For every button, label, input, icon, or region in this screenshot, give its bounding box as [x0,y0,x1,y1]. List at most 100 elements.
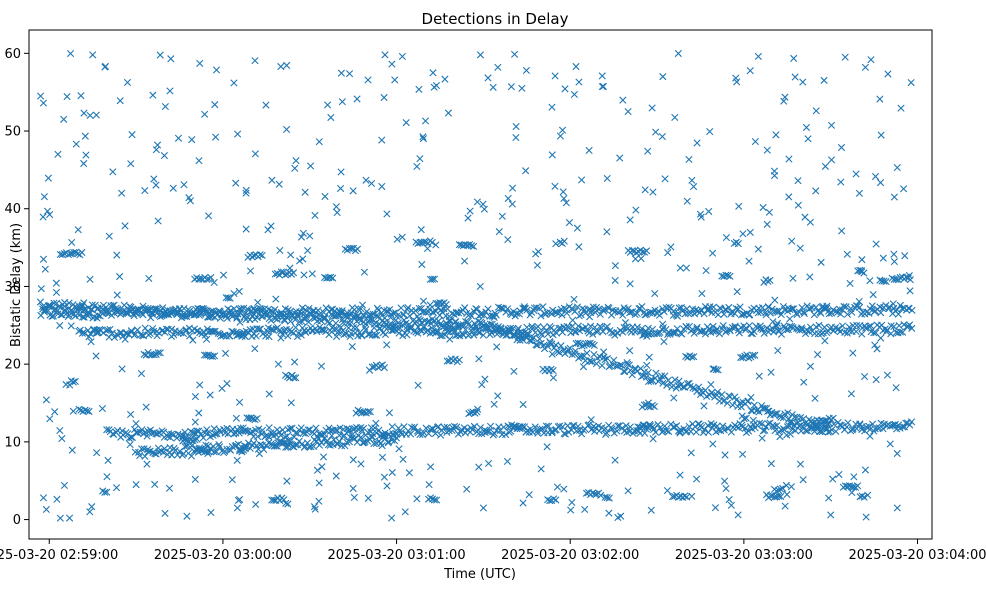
data-point [161,509,169,517]
data-point [494,63,502,71]
data-point [381,314,389,322]
data-point [383,482,391,490]
data-point [575,312,583,320]
data-point [682,264,691,272]
data-point [585,313,594,321]
data-point [381,51,389,59]
data-point [742,414,750,422]
data-point [357,305,365,313]
data-point [644,424,652,432]
data-point [419,133,427,141]
data-point [850,473,858,481]
data-point [548,350,556,358]
data-point [414,381,422,389]
data-point [332,472,340,480]
data-point [713,422,721,430]
data-point [476,328,484,337]
data-point [708,388,716,397]
data-point [758,420,766,428]
data-point [436,320,444,328]
data-point [770,167,779,175]
data-point [469,242,478,251]
data-point [858,330,866,338]
data-point [849,349,857,357]
data-point [829,475,837,483]
data-point [475,355,483,363]
data-point [321,192,329,201]
chart-title: Detections in Delay [422,10,569,28]
data-point [841,53,849,61]
data-point [679,383,687,391]
data-point [671,376,679,384]
data-point [105,333,113,341]
data-point [93,449,101,457]
data-point [679,306,687,315]
data-point [211,101,219,109]
data-point [201,110,209,118]
data-point [213,430,221,438]
data-point [254,433,262,441]
data-point [81,406,89,414]
data-point [159,304,167,312]
data-point [906,421,914,429]
data-point [453,423,461,431]
data-point [428,275,437,283]
data-point [61,298,69,307]
data-point [483,428,491,436]
data-point [68,238,76,247]
data-point [393,235,401,243]
data-point [832,427,840,436]
data-point [123,330,131,338]
data-point [473,408,481,416]
data-point [292,323,300,332]
data-point [769,492,777,500]
data-point [701,330,710,338]
data-point [432,241,440,249]
data-point [568,322,576,330]
data-point [283,61,291,69]
data-point [589,330,597,338]
data-point [128,327,136,336]
data-point [149,91,157,99]
data-point [767,460,776,468]
data-point [769,318,777,326]
data-point [145,274,153,282]
data-point [315,497,323,505]
data-point [849,483,858,491]
data-point [121,335,129,343]
data-point [103,488,111,496]
data-point [837,143,846,152]
data-point [721,306,729,314]
data-point [510,367,518,375]
data-point [556,238,564,246]
data-point [599,328,607,336]
data-point [804,135,812,143]
data-point [882,328,891,336]
data-point [150,351,158,359]
data-point [681,492,689,500]
data-point [359,439,367,447]
data-point [195,409,203,417]
data-point [202,335,211,343]
data-point [280,326,288,335]
data-point [905,321,914,329]
data-point [430,83,438,91]
data-point [864,491,872,499]
data-point [293,312,302,320]
data-point [236,318,244,326]
data-point [308,270,316,278]
data-point [67,322,75,330]
data-point [465,241,474,249]
data-point [812,187,820,195]
data-point [774,486,783,494]
data-point [631,310,639,319]
data-point [636,423,644,431]
data-point [256,325,265,333]
data-point [820,76,828,84]
data-point [184,305,192,314]
data-point [664,330,672,339]
data-point [786,430,794,438]
data-point [312,424,320,432]
data-point [721,451,729,459]
